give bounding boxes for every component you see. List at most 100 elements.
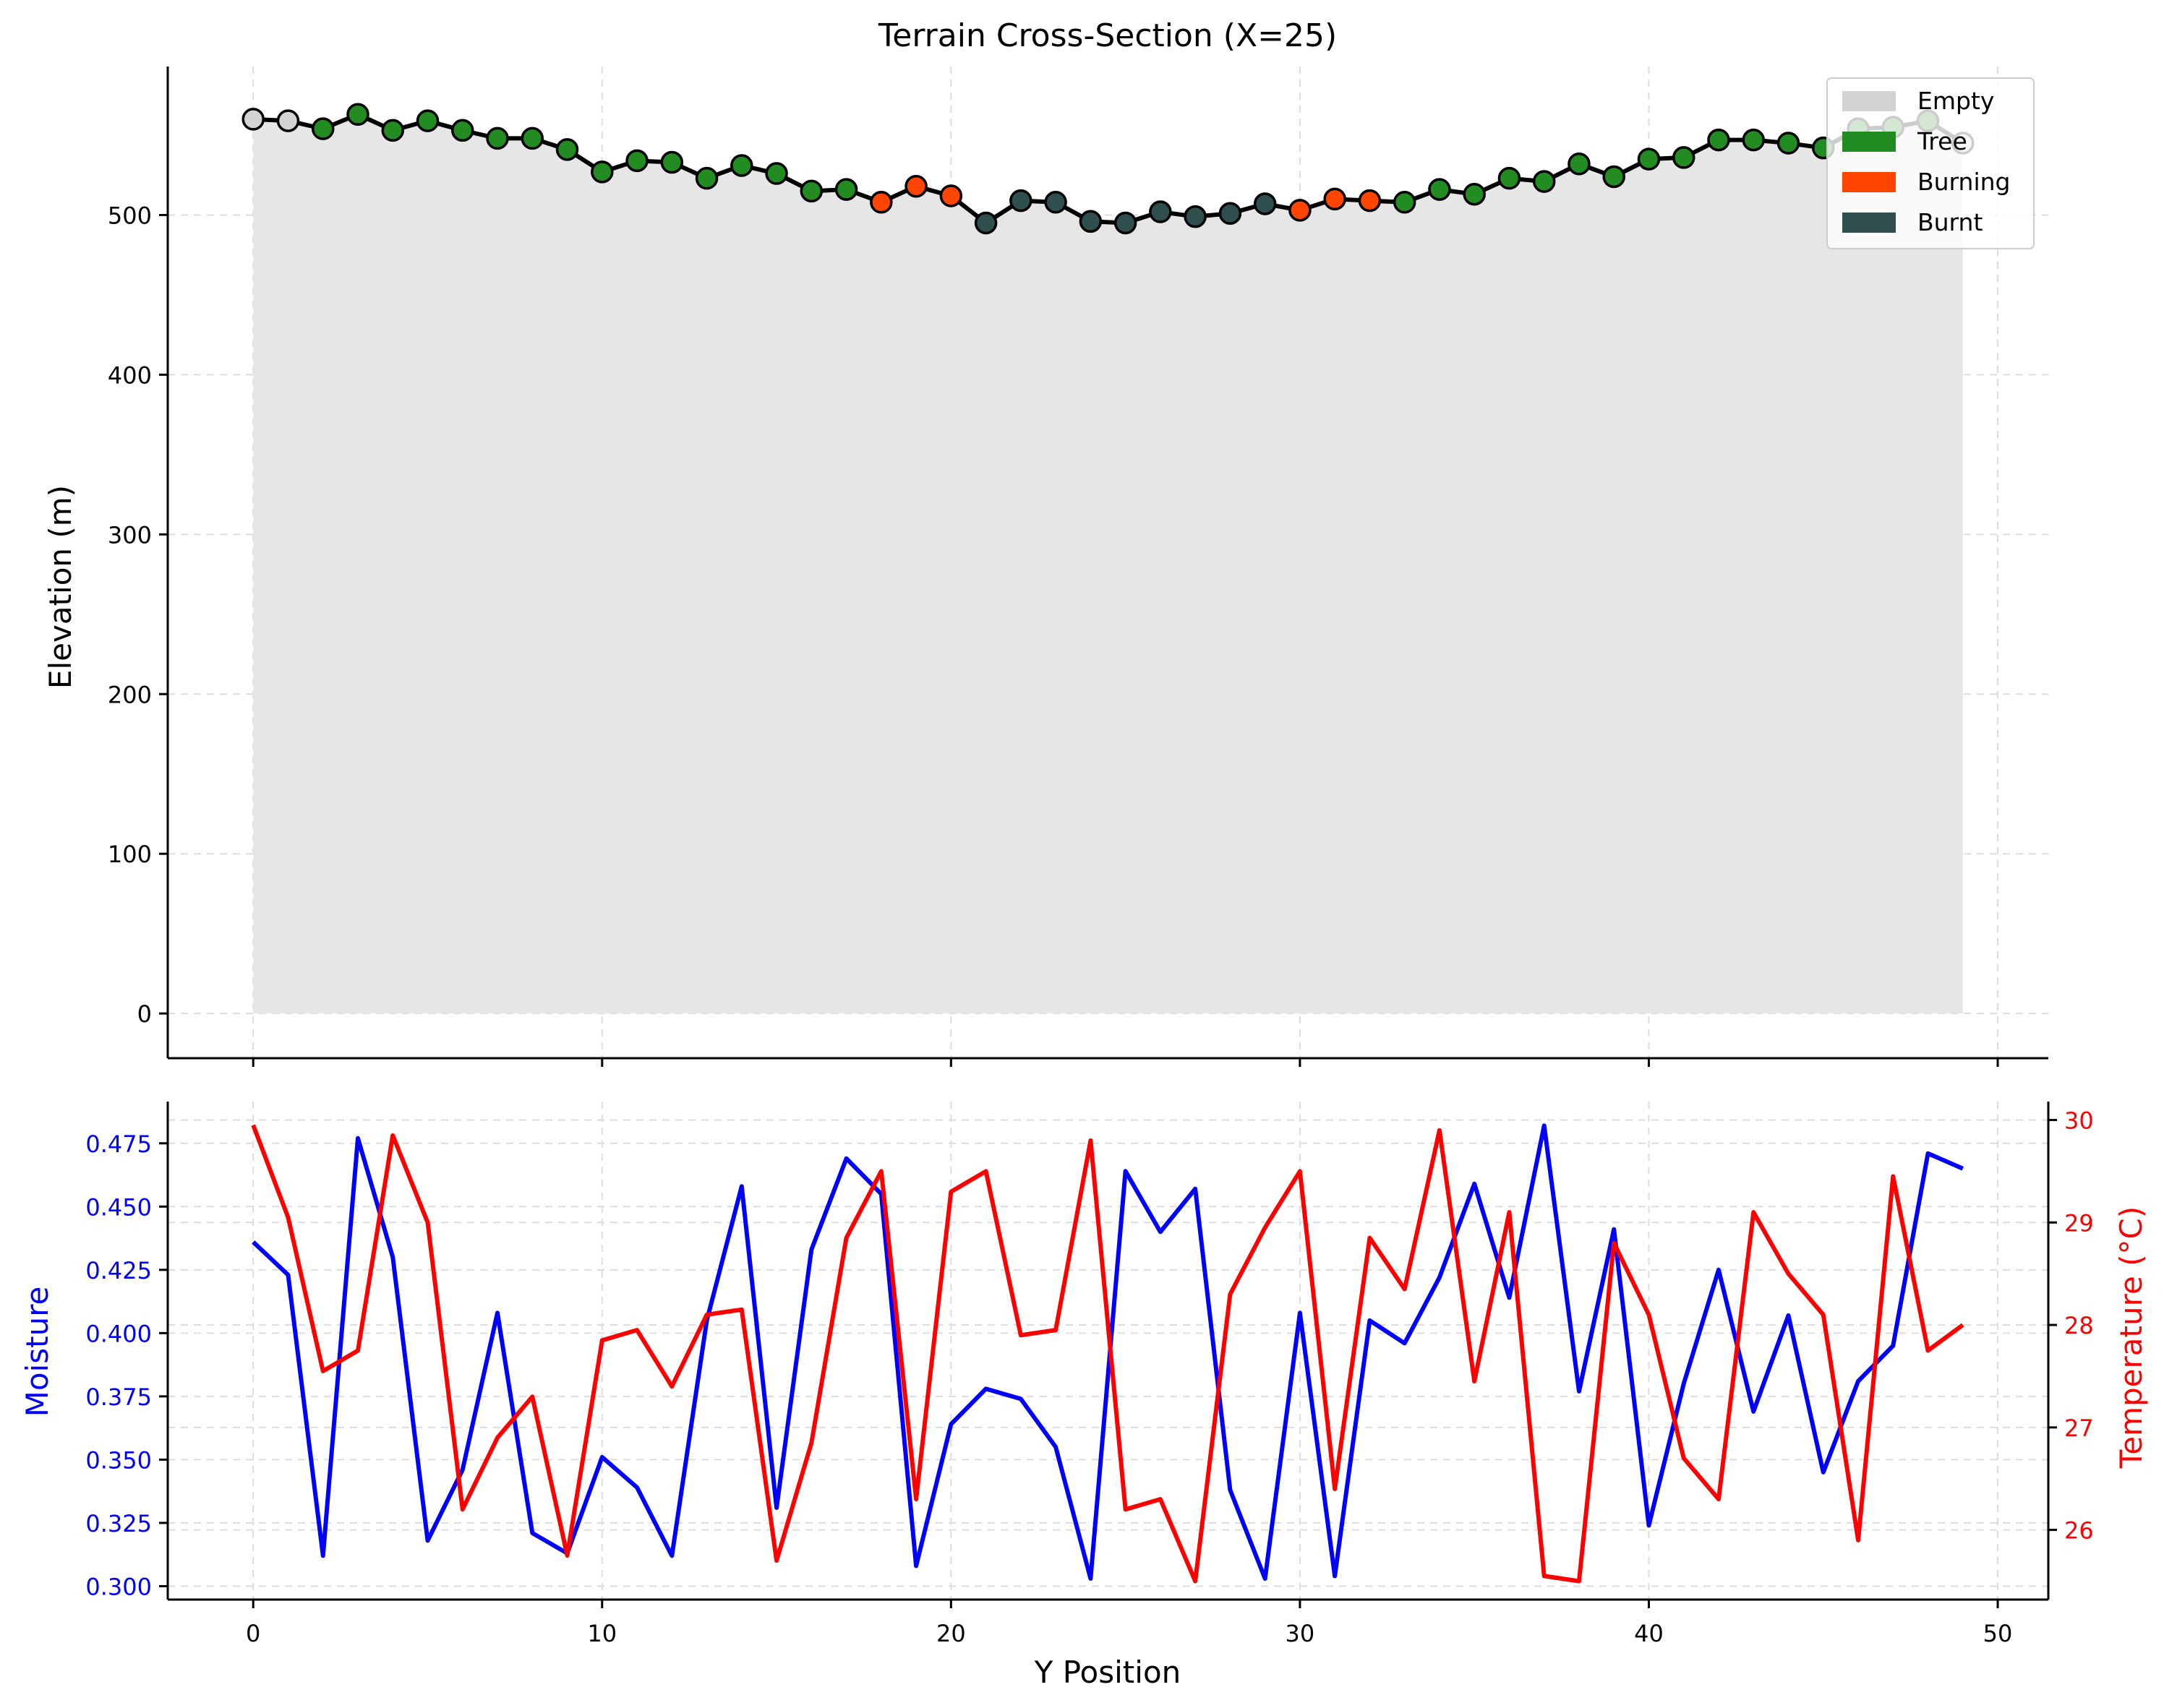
elevation-point-tree — [800, 179, 824, 203]
temperature-line — [251, 1124, 1964, 1584]
elevation-point-burnt — [1149, 200, 1172, 223]
y2-tick-label: 27 — [2064, 1415, 2094, 1442]
elevation-point-tree — [1428, 178, 1451, 201]
elevation-point-tree — [555, 138, 579, 161]
elevation-point-burning — [1323, 187, 1346, 211]
elevation-point-tree — [1672, 146, 1695, 169]
x-tick-label: 10 — [587, 1620, 617, 1647]
elevation-points — [241, 103, 1975, 235]
elevation-point-tree — [311, 117, 335, 140]
elevation-point-burning — [870, 191, 893, 214]
x-axis-label: Y Position — [1034, 1655, 1181, 1690]
y2-tick-label: 26 — [2064, 1517, 2094, 1545]
x-tick-label: 50 — [1983, 1620, 2013, 1647]
elevation-axis-label: Elevation (m) — [43, 485, 78, 689]
elevation-point-tree — [346, 103, 369, 126]
elevation-point-tree — [416, 109, 440, 132]
y-tick-label: 500 — [108, 202, 152, 229]
y-tick-label: 0.450 — [85, 1193, 152, 1221]
elevation-point-tree — [1707, 128, 1730, 152]
x-tick-label: 0 — [246, 1620, 260, 1647]
legend-swatch-tree — [1842, 132, 1896, 152]
moisture-line — [252, 1123, 1964, 1581]
temperature-y-ticks: 26 27 28 29 30 — [2048, 1107, 2094, 1545]
elevation-point-tree — [625, 149, 649, 173]
elevation-y-ticks: 0 100 200 300 400 500 — [108, 202, 168, 1028]
y-tick-label: 200 — [108, 681, 152, 708]
moisture-temperature-panel: 0.300 0.325 0.350 0.375 0.400 0.425 0.450 0.475… — [20, 1102, 2149, 1690]
y-tick-label: 100 — [108, 841, 152, 868]
y-tick-label: 0.325 — [85, 1510, 152, 1537]
moisture-axis-label: Moisture — [20, 1287, 55, 1417]
position-x-ticks: 0 10 20 30 40 50 — [246, 1600, 2012, 1647]
elevation-point-burnt — [1009, 189, 1032, 213]
y-tick-label: 0.350 — [85, 1446, 152, 1474]
y-tick-label: 0 — [137, 1000, 152, 1028]
legend-label-burning: Burning — [1917, 168, 2011, 196]
y-tick-label: 0.375 — [85, 1383, 152, 1411]
elevation-point-tree — [1463, 182, 1486, 206]
elevation-point-burnt — [1079, 210, 1103, 233]
legend-swatch-empty — [1842, 91, 1896, 111]
terrain-fill-area — [253, 114, 1963, 1014]
y-tick-label: 0.475 — [85, 1130, 152, 1158]
elevation-point-burnt — [1253, 192, 1277, 215]
elevation-point-burnt — [1184, 205, 1207, 228]
elevation-point-tree — [660, 150, 684, 174]
legend-swatch-burnt — [1842, 213, 1896, 233]
legend-swatch-burning — [1842, 172, 1896, 192]
x-tick-label: 20 — [936, 1620, 966, 1647]
moisture-y-ticks: 0.300 0.325 0.350 0.375 0.400 0.425 0.450 0.475 — [85, 1130, 168, 1600]
elevation-point-empty — [276, 109, 300, 132]
y-tick-label: 0.400 — [85, 1320, 152, 1347]
y2-tick-label: 28 — [2064, 1312, 2094, 1339]
elevation-x-ticks — [252, 1058, 1999, 1067]
elevation-point-tree — [591, 160, 614, 184]
legend-frame — [1826, 77, 2035, 249]
elevation-point-empty — [241, 108, 265, 131]
elevation-point-tree — [1776, 132, 1800, 155]
x-tick-label: 30 — [1286, 1620, 1315, 1647]
bottom-axes — [166, 1102, 2050, 1601]
elevation-point-tree — [1568, 153, 1591, 176]
y-tick-label: 400 — [108, 361, 152, 389]
elevation-point-tree — [1637, 147, 1661, 171]
elevation-point-burnt — [1218, 202, 1242, 226]
elevation-point-burning — [1288, 199, 1312, 222]
elevation-point-burning — [904, 174, 928, 198]
legend-label-empty: Empty — [1917, 87, 1994, 115]
elevation-point-tree — [730, 154, 753, 177]
state-legend: Empty Tree Burning Burnt — [1826, 77, 2035, 249]
elevation-point-burning — [939, 184, 963, 207]
elevation-point-tree — [451, 119, 474, 142]
y-tick-label: 300 — [108, 521, 152, 549]
elevation-point-tree — [1497, 166, 1521, 190]
elevation-point-tree — [765, 162, 788, 185]
elevation-axes — [166, 66, 2048, 1060]
elevation-point-tree — [1393, 191, 1416, 214]
moisture-grid — [168, 1102, 2048, 1600]
elevation-point-tree — [381, 119, 405, 142]
legend-label-burnt: Burnt — [1917, 208, 1983, 236]
elevation-point-burnt — [1113, 211, 1137, 235]
elevation-point-burnt — [974, 211, 998, 235]
y2-tick-label: 29 — [2064, 1209, 2094, 1237]
x-tick-label: 40 — [1634, 1620, 1664, 1647]
y2-tick-label: 30 — [2064, 1107, 2094, 1135]
y-tick-label: 0.300 — [85, 1573, 152, 1600]
elevation-point-tree — [695, 166, 719, 190]
elevation-point-tree — [1602, 165, 1625, 189]
y-tick-label: 0.425 — [85, 1257, 152, 1284]
elevation-point-tree — [486, 126, 509, 150]
elevation-point-tree — [1742, 128, 1765, 152]
elevation-point-burning — [1358, 189, 1382, 213]
elevation-point-burnt — [1044, 191, 1067, 214]
chart-title: Terrain Cross-Section (X=25) — [878, 17, 1337, 54]
elevation-point-tree — [834, 178, 858, 201]
elevation-panel: 0 100 200 300 400 500 Terrain Cross-Section (… — [43, 17, 2048, 1067]
temperature-axis-label: Temperature (°C) — [2113, 1206, 2149, 1469]
legend-entries: Empty Tree Burning Burnt — [1842, 87, 2011, 236]
elevation-point-tree — [1532, 170, 1556, 193]
legend-label-tree: Tree — [1917, 127, 1967, 155]
